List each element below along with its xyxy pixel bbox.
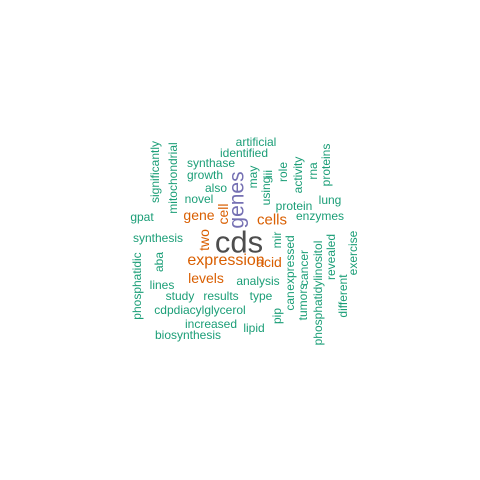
word-identified: identified — [219, 146, 269, 160]
word-using: using — [259, 176, 273, 206]
word-cell: cell — [215, 203, 231, 225]
word-levels: levels — [188, 270, 224, 286]
word-may: may — [246, 165, 260, 189]
word-can: can — [283, 291, 297, 311]
word-synthesis: synthesis — [132, 231, 184, 245]
word-activity: activity — [291, 156, 305, 194]
word-growth: growth — [186, 168, 224, 182]
word-different: different — [336, 274, 350, 318]
word-proteins: proteins — [319, 143, 333, 187]
word-results: results — [203, 289, 239, 303]
word-phosphatidylinositol: phosphatidylinositol — [311, 240, 325, 346]
word-two: two — [196, 229, 212, 251]
word-mitochondrial: mitochondrial — [166, 142, 180, 214]
word-cds: cds — [214, 224, 264, 260]
word-enzymes: enzymes — [295, 209, 345, 223]
word-novel: novel — [184, 192, 214, 206]
word-phosphatidic: phosphatidic — [130, 252, 144, 320]
word-acid: acid — [256, 254, 282, 270]
word-gpat: gpat — [130, 210, 154, 224]
word-cells: cells — [256, 211, 288, 229]
word-expressed: expressed — [283, 235, 297, 291]
word-pip: pip — [270, 307, 284, 325]
word-role: role — [276, 161, 290, 183]
word-lung: lung — [318, 193, 342, 207]
word-cancer: cancer — [297, 249, 311, 287]
word-increased: increased — [184, 317, 238, 331]
word-revealed: revealed — [324, 233, 338, 281]
word-analysis: analysis — [236, 274, 280, 288]
word-mir: mir — [270, 231, 284, 249]
word-rna: rna — [306, 162, 320, 180]
word-lipid: lipid — [243, 321, 265, 335]
word-cdpdiacylglycerol: cdpdiacylglycerol — [154, 303, 246, 317]
word-significantly: significantly — [148, 140, 162, 204]
word-study: study — [165, 289, 195, 303]
word-gene: gene — [183, 207, 215, 223]
word-expression: expression — [187, 252, 265, 269]
word-tumors: tumors — [296, 283, 310, 321]
word-artificial: artificial — [235, 135, 277, 149]
word-exercise: exercise — [346, 230, 360, 276]
word-protein: protein — [275, 199, 313, 213]
word-type: type — [249, 289, 273, 303]
word-lines: lines — [149, 278, 175, 292]
word-iii: iii — [261, 170, 275, 178]
word-biosynthesis: biosynthesis — [154, 328, 222, 342]
word-synthase: synthase — [186, 156, 236, 170]
word-also: also — [204, 181, 228, 195]
word-aba: aba — [152, 251, 166, 273]
